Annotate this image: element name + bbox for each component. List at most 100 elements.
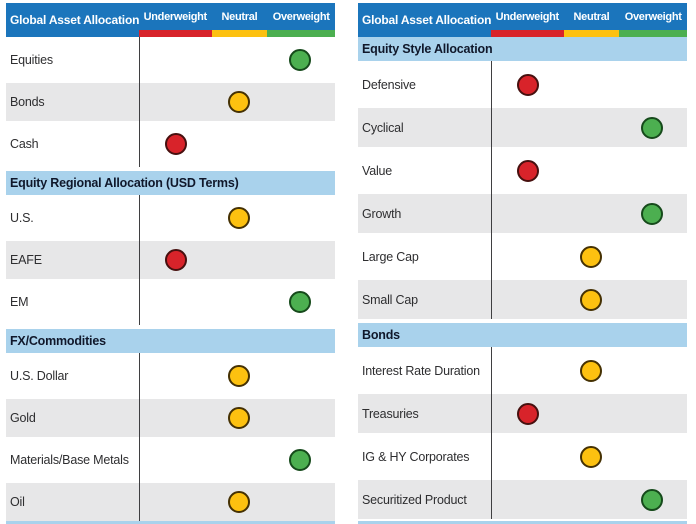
column-label-underweight: Underweight <box>143 10 208 23</box>
row-label: EM <box>10 295 29 309</box>
column-label-underweight: Underweight <box>495 10 560 23</box>
table-row: U.S. Dollar <box>6 353 335 399</box>
row-label: Large Cap <box>362 249 419 264</box>
row-rating-cell <box>139 37 335 83</box>
rating-dot-neutral <box>580 359 603 382</box>
allocation-panel: Global Asset Allocation Underweight Neutra… <box>358 3 687 524</box>
panel-title-cell: Global Asset Allocation <box>6 3 139 37</box>
panel-header: Global Asset Allocation Underweight Neutra… <box>358 3 687 37</box>
row-rating-cell <box>491 480 687 519</box>
rating-dot-overweight <box>640 202 663 225</box>
section-header: Bonds <box>358 323 687 347</box>
row-label: Small Cap <box>362 292 418 307</box>
rating-dot-neutral <box>228 207 251 229</box>
rating-dot-underweight <box>517 159 540 182</box>
row-label: IG & HY Corporates <box>362 449 470 464</box>
color-bar-segment-overweight <box>619 30 687 37</box>
rating-dot-overweight <box>640 488 663 511</box>
table-row: Treasuries <box>358 394 687 433</box>
row-rating-cell <box>139 83 335 121</box>
row-label: U.S. Dollar <box>10 369 69 383</box>
rating-header: Underweight Neutral Overweight <box>139 3 335 37</box>
row-label: Equities <box>10 53 53 67</box>
row-label: Defensive <box>362 77 416 92</box>
column-label-neutral: Neutral <box>221 10 258 23</box>
row-label: Cash <box>10 137 39 151</box>
panel-title: Global Asset Allocation <box>10 13 140 27</box>
column-label-overweight: Overweight <box>272 10 330 23</box>
row-label: EAFE <box>10 253 42 267</box>
row-rating-cell <box>491 433 687 480</box>
row-rating-cell <box>139 121 335 167</box>
table-row: Cyclical <box>358 108 687 147</box>
rating-color-bar <box>139 30 335 37</box>
rating-dot-underweight <box>165 133 188 155</box>
row-rating-cell <box>491 394 687 433</box>
row-label: Oil <box>10 495 25 509</box>
row-label: U.S. <box>10 211 34 225</box>
section-header: Equity Style Allocation <box>358 37 687 61</box>
row-label: Gold <box>10 411 36 425</box>
table-row: Growth <box>358 194 687 233</box>
table-row: Equities <box>6 37 335 83</box>
rating-dot-overweight <box>288 291 311 313</box>
table-row: Materials/Base Metals <box>6 437 335 483</box>
table-row: U.S. <box>6 195 335 241</box>
rating-dot-underweight <box>165 249 188 271</box>
color-bar-segment-underweight <box>139 30 212 37</box>
section-header: FX/Commodities <box>6 329 335 353</box>
table-row: Bonds <box>6 83 335 121</box>
row-rating-cell <box>491 347 687 394</box>
table-row: Oil <box>6 483 335 521</box>
rating-dot-neutral <box>580 445 603 468</box>
section-header: Equity Regional Allocation (USD Terms) <box>6 171 335 195</box>
row-label: Treasuries <box>362 406 419 421</box>
table-row: EAFE <box>6 241 335 279</box>
table-row: Cash <box>6 121 335 167</box>
panel-header: Global Asset Allocation Underweight Neutra… <box>6 3 335 37</box>
row-rating-cell <box>139 437 335 483</box>
rating-dot-neutral <box>228 491 251 513</box>
rating-dot-neutral <box>228 365 251 387</box>
rating-dot-underweight <box>517 402 540 425</box>
allocation-panel: Global Asset Allocation Underweight Neutra… <box>6 3 335 524</box>
color-bar-segment-neutral <box>211 30 268 37</box>
table-row: IG & HY Corporates <box>358 433 687 480</box>
rating-dot-overweight <box>288 49 311 71</box>
table-row: Securitized Product <box>358 480 687 519</box>
table-row: Large Cap <box>358 233 687 280</box>
panel-title-cell: Global Asset Allocation <box>358 3 491 37</box>
panel-title: Global Asset Allocation <box>362 13 492 27</box>
rating-dot-overweight <box>288 449 311 471</box>
color-bar-segment-neutral <box>563 30 620 37</box>
row-label: Cyclical <box>362 120 404 135</box>
row-rating-cell <box>139 399 335 437</box>
row-label: Materials/Base Metals <box>10 453 129 467</box>
rating-dot-neutral <box>228 407 251 429</box>
column-label-neutral: Neutral <box>573 10 610 23</box>
row-rating-cell <box>139 241 335 279</box>
rating-column-labels: Underweight Neutral Overweight <box>491 3 687 30</box>
color-bar-segment-overweight <box>267 30 335 37</box>
row-label: Value <box>362 163 393 178</box>
row-rating-cell <box>491 194 687 233</box>
row-rating-cell <box>491 233 687 280</box>
row-rating-cell <box>491 61 687 108</box>
table-row: EM <box>6 279 335 325</box>
row-rating-cell <box>139 195 335 241</box>
rating-header: Underweight Neutral Overweight <box>491 3 687 37</box>
row-rating-cell <box>139 279 335 325</box>
rating-dot-neutral <box>228 91 251 113</box>
row-rating-cell <box>491 108 687 147</box>
rating-dot-neutral <box>580 245 603 268</box>
rating-dot-neutral <box>580 288 603 311</box>
rating-dot-overweight <box>640 116 663 139</box>
rating-color-bar <box>491 30 687 37</box>
rating-dot-underweight <box>517 73 540 96</box>
row-label: Interest Rate Duration <box>362 363 480 378</box>
row-label: Bonds <box>10 95 45 109</box>
row-rating-cell <box>491 280 687 319</box>
row-rating-cell <box>139 483 335 521</box>
table-row: Value <box>358 147 687 194</box>
